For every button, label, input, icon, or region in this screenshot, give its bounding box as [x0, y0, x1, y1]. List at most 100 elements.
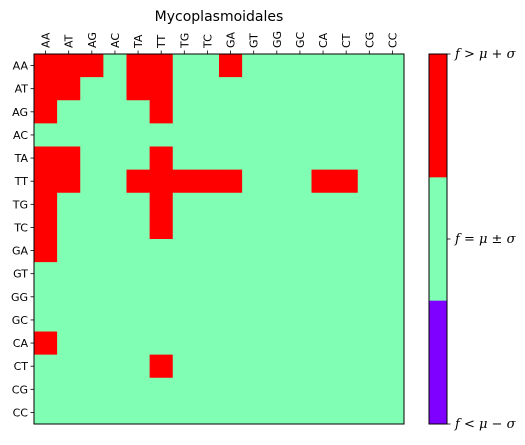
heatmap-cell — [34, 100, 58, 124]
heatmap-cell — [357, 77, 382, 101]
heatmap-cell — [126, 262, 151, 286]
heatmap-cell — [103, 285, 127, 309]
heatmap-cell — [219, 215, 243, 240]
heatmap-cell — [103, 354, 127, 379]
y-tick-label: TC — [13, 221, 28, 234]
heatmap-cell — [149, 308, 174, 332]
heatmap-cell — [219, 192, 243, 217]
heatmap-cell — [334, 169, 359, 194]
heatmap-cell — [265, 308, 289, 332]
heatmap-cell — [57, 285, 81, 309]
heatmap-cell — [149, 215, 174, 240]
heatmap-cell — [195, 239, 220, 263]
heatmap-cell — [288, 308, 312, 332]
heatmap-cell — [219, 400, 243, 425]
heatmap-cell — [219, 239, 243, 263]
heatmap-cell — [172, 285, 197, 309]
x-tick-label: AG — [86, 32, 99, 48]
y-tick-label: AA — [13, 60, 29, 73]
heatmap-cell — [126, 331, 151, 356]
heatmap-cell — [149, 262, 174, 286]
y-tick-label: GA — [12, 245, 29, 258]
heatmap-cell — [172, 377, 197, 402]
heatmap-cell — [288, 331, 312, 356]
heatmap-cell — [380, 169, 405, 194]
heatmap-cell — [311, 377, 336, 402]
x-tick-label: CC — [386, 32, 399, 48]
heatmap-cell — [334, 239, 359, 263]
heatmap-cell — [265, 77, 289, 101]
heatmap-cell — [242, 354, 266, 379]
heatmap-cell — [149, 54, 174, 78]
heatmap-cell — [334, 146, 359, 171]
heatmap-cell — [242, 262, 266, 286]
heatmap-cell — [172, 308, 197, 332]
x-tick-label: AT — [63, 34, 76, 48]
heatmap-cell — [34, 400, 58, 425]
heatmap-cell — [103, 77, 127, 101]
y-tick-label: CC — [13, 406, 29, 419]
heatmap-cell — [219, 354, 243, 379]
heatmap-cell — [265, 54, 289, 78]
x-tick-label: AC — [109, 33, 122, 48]
heatmap-cell — [57, 100, 81, 124]
heatmap-cell — [311, 215, 336, 240]
heatmap-cell — [126, 285, 151, 309]
heatmap-cell — [126, 239, 151, 263]
heatmap-cell — [265, 377, 289, 402]
y-tick-label: TA — [14, 152, 29, 165]
heatmap-cell — [242, 192, 266, 217]
heatmap-cell — [172, 123, 197, 147]
heatmap-cell — [57, 400, 81, 425]
heatmap-cell — [265, 331, 289, 356]
x-axis-ticks: AA AT AG AC TA TT TG TC GA GT GG GC CA CT CG CC — [40, 31, 399, 54]
y-tick-label: TG — [12, 198, 28, 211]
heatmap-cell — [357, 400, 382, 425]
heatmap-cell — [380, 308, 405, 332]
heatmap-cell — [219, 169, 243, 194]
heatmap-cell — [334, 215, 359, 240]
heatmap-cell — [242, 239, 266, 263]
heatmap-cell — [311, 146, 336, 171]
heatmap-cell — [288, 262, 312, 286]
heatmap-cell — [219, 54, 243, 78]
heatmap-cell — [103, 146, 127, 171]
x-tick-label: CA — [317, 32, 330, 48]
heatmap-cell — [311, 54, 336, 78]
heatmap-cell — [80, 354, 104, 379]
heatmap-cell — [288, 285, 312, 309]
heatmap-cell — [219, 77, 243, 101]
heatmap-cell — [219, 285, 243, 309]
heatmap-cell — [334, 308, 359, 332]
heatmap-cell — [380, 331, 405, 356]
heatmap-cell — [219, 100, 243, 124]
heatmap-cell — [288, 377, 312, 402]
heatmap-cell — [265, 123, 289, 147]
heatmap-cell — [311, 285, 336, 309]
heatmap-cell — [311, 331, 336, 356]
heatmap-cell — [103, 377, 127, 402]
heatmap-cells — [34, 54, 405, 425]
heatmap-cell — [126, 123, 151, 147]
heatmap-cell — [195, 169, 220, 194]
heatmap-cell — [103, 331, 127, 356]
y-tick-label: CT — [14, 360, 29, 373]
heatmap-cell — [80, 215, 104, 240]
heatmap-cell — [34, 54, 58, 78]
heatmap-cell — [357, 215, 382, 240]
heatmap-cell — [357, 239, 382, 263]
heatmap-cell — [103, 100, 127, 124]
heatmap-cell — [380, 400, 405, 425]
x-tick-label: CT — [340, 33, 353, 48]
heatmap-cell — [357, 285, 382, 309]
heatmap-cell — [334, 77, 359, 101]
heatmap-cell — [242, 123, 266, 147]
heatmap-cell — [34, 377, 58, 402]
colorbar-tick-label: f = μ ± σ — [454, 232, 517, 247]
heatmap-cell — [380, 146, 405, 171]
heatmap-frame — [33, 53, 405, 425]
heatmap-cell — [34, 308, 58, 332]
heatmap-cell — [288, 400, 312, 425]
x-tick-label: TC — [201, 34, 214, 49]
heatmap-cell — [103, 192, 127, 217]
